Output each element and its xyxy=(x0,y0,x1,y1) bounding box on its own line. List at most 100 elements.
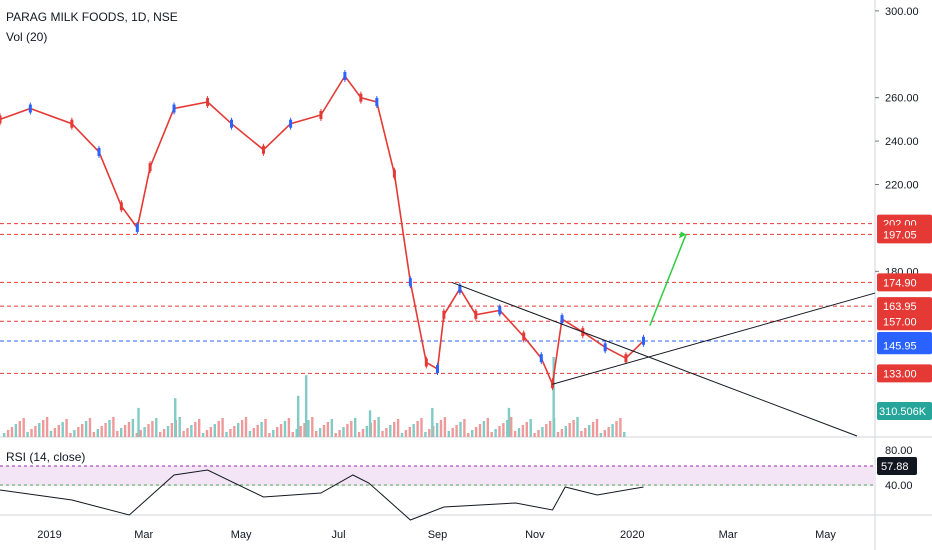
volume-bar xyxy=(182,431,185,437)
volume-bar xyxy=(623,432,626,437)
volume-bar xyxy=(3,433,6,437)
volume-bar xyxy=(330,419,333,437)
price-tick-label: 240.00 xyxy=(885,136,919,148)
volume-bar xyxy=(611,424,614,437)
volume-bar xyxy=(57,425,60,437)
volume-bar xyxy=(131,419,135,437)
time-axis-label: 2019 xyxy=(37,529,61,541)
volume-bar xyxy=(213,424,216,437)
volume-bar xyxy=(315,431,318,437)
volume-bar xyxy=(14,424,18,437)
candle-body xyxy=(28,104,32,113)
volume-bar xyxy=(537,430,540,437)
volume-bar xyxy=(256,425,259,437)
level-badge xyxy=(877,297,932,316)
volume-bar xyxy=(252,428,255,437)
volume-bar xyxy=(393,422,396,437)
volume-bar xyxy=(428,429,431,437)
volume-bar xyxy=(116,431,119,437)
candle-body xyxy=(0,115,2,124)
volume-bar xyxy=(396,419,400,437)
volume-bar xyxy=(92,432,96,437)
volume-bar xyxy=(198,419,201,437)
volume-bar xyxy=(560,429,564,437)
trendline-descending xyxy=(451,281,858,437)
time-axis-label: Sep xyxy=(428,529,448,541)
price-series xyxy=(0,74,645,388)
volume-bar xyxy=(389,425,392,437)
volume-bar xyxy=(272,430,275,437)
volume-bar xyxy=(357,432,361,437)
level-label: 133.00 xyxy=(883,368,917,380)
volume-bar xyxy=(580,431,583,437)
volume-bar xyxy=(296,395,300,437)
volume-bar xyxy=(361,429,365,437)
volume-bar xyxy=(108,420,111,437)
volume-bar xyxy=(506,420,509,437)
candle-body xyxy=(119,202,123,211)
volume-bar xyxy=(260,422,263,437)
candle-body xyxy=(172,104,176,113)
volume-bar xyxy=(178,417,181,437)
candle-body xyxy=(375,98,379,107)
volume-bar xyxy=(45,417,49,437)
volume-bar xyxy=(416,421,419,437)
volume-bar xyxy=(474,427,478,437)
volume-bar xyxy=(244,417,248,437)
volume-bar xyxy=(38,423,41,437)
volume-indicator-label[interactable]: Vol (20) xyxy=(6,30,48,44)
volume-bar xyxy=(517,428,521,437)
candle-body xyxy=(539,354,543,363)
candle-body xyxy=(408,278,412,287)
level-badge xyxy=(877,273,932,292)
volume-bar xyxy=(471,430,474,437)
volume-bar xyxy=(26,432,29,437)
volume-bar xyxy=(326,422,330,437)
volume-bar xyxy=(599,433,603,437)
price-tick-label: 300.00 xyxy=(885,6,919,18)
volume-bar xyxy=(513,431,517,437)
candle-body xyxy=(148,163,152,172)
volume-bar xyxy=(112,417,115,437)
volume-bar xyxy=(186,428,189,437)
rsi-badge xyxy=(877,457,917,475)
volume-bar xyxy=(81,424,84,437)
candle-body xyxy=(474,310,478,319)
volume-bar xyxy=(533,433,536,437)
volume-bar xyxy=(49,431,53,437)
volume-bar xyxy=(143,427,146,437)
volume-bar xyxy=(77,427,80,437)
rsi-indicator-label[interactable]: RSI (14, close) xyxy=(6,450,86,464)
volume-bar xyxy=(6,430,10,437)
volume-bar xyxy=(435,423,439,437)
volume-bar xyxy=(65,419,68,437)
time-axis-label: Jul xyxy=(331,529,345,541)
volume-bar xyxy=(159,432,162,437)
volume-bar xyxy=(439,420,443,437)
candle-body xyxy=(135,223,139,232)
candle-body xyxy=(230,119,234,128)
volume-bar xyxy=(73,430,76,437)
volume-bar xyxy=(381,431,384,437)
volume-bar xyxy=(541,427,544,437)
volume-bar xyxy=(248,431,252,437)
candle-body xyxy=(392,169,396,178)
level-badge xyxy=(877,364,932,383)
volume-bar xyxy=(100,426,103,437)
volume-bar xyxy=(443,417,447,437)
volume-bar xyxy=(174,398,177,437)
volume-bar xyxy=(34,426,37,437)
level-label: 197.05 xyxy=(883,229,917,241)
volume-bar xyxy=(295,429,298,437)
volume-bar xyxy=(603,430,606,437)
volume-bar xyxy=(404,430,408,437)
rsi-tick-label: 40.00 xyxy=(885,480,913,492)
current-price-label: 145.95 xyxy=(883,340,917,352)
volume-bar xyxy=(10,427,14,437)
volume-bar xyxy=(529,419,532,437)
volume-bar xyxy=(338,430,341,437)
volume-bar xyxy=(237,423,240,437)
current-price-badge xyxy=(877,336,932,355)
volume-bar xyxy=(135,433,138,437)
